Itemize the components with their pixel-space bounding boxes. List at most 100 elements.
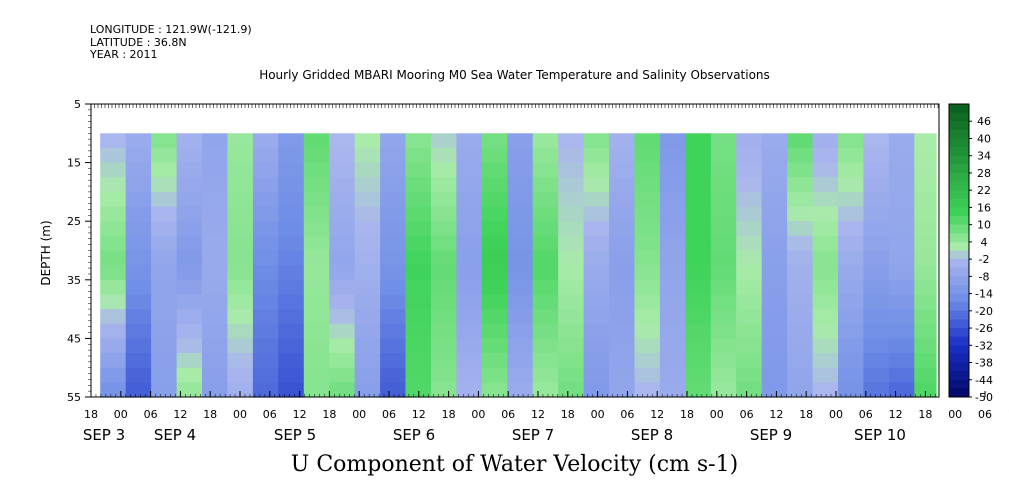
heatmap-cell	[736, 279, 763, 296]
heatmap-cell	[303, 353, 330, 369]
x-date-label: SEP 9	[750, 426, 792, 444]
heatmap-cell	[736, 353, 763, 369]
heatmap-cell	[710, 235, 737, 252]
heatmap-cell	[481, 206, 508, 222]
heatmap-cell	[151, 294, 178, 310]
heatmap-cell	[558, 323, 585, 339]
heatmap-cell	[888, 309, 915, 325]
heatmap-cell	[838, 206, 864, 222]
heatmap-cell	[659, 265, 686, 281]
heatmap-cell	[507, 221, 534, 237]
heatmap-cell	[481, 162, 508, 178]
heatmap-cell	[863, 235, 890, 252]
heatmap-cell	[303, 382, 330, 398]
heatmap-cell	[761, 353, 788, 369]
heatmap-cell	[685, 206, 712, 222]
heatmap-cell	[431, 206, 457, 222]
heatmap-cell	[659, 294, 686, 310]
heatmap-cell	[151, 309, 178, 325]
heatmap-cell	[787, 206, 814, 222]
heatmap-cell	[863, 309, 890, 325]
heatmap-cell	[202, 133, 228, 149]
heatmap-cell	[125, 353, 152, 369]
heatmap-cell	[176, 338, 203, 354]
heatmap-cell	[151, 206, 178, 222]
y-tick-label: 55	[67, 391, 81, 404]
y-tick-label: 25	[67, 215, 81, 228]
heatmap-cell	[100, 323, 127, 339]
heatmap-cell	[583, 309, 610, 325]
heatmap-cell	[507, 177, 534, 193]
heatmap-cell	[838, 235, 864, 252]
heatmap-cell	[227, 367, 254, 383]
heatmap-cell	[736, 309, 763, 325]
heatmap-cell	[380, 367, 407, 383]
colorbar-swatch	[949, 207, 969, 217]
x-tick-label: 00	[710, 408, 724, 421]
heatmap-cell	[380, 309, 407, 325]
heatmap-cell	[914, 162, 937, 178]
heatmap-cell	[303, 162, 330, 178]
heatmap-cell	[685, 294, 712, 310]
heatmap-cell	[278, 177, 305, 193]
heatmap-cell	[812, 353, 839, 369]
heatmap-cell	[532, 191, 559, 208]
heatmap-cell	[481, 221, 508, 237]
heatmap-cell	[532, 279, 559, 296]
colorbar-swatch	[949, 293, 969, 303]
heatmap-cell	[380, 162, 407, 178]
heatmap-cell	[456, 191, 483, 208]
heatmap-cell	[507, 162, 534, 178]
heatmap-cell	[252, 206, 279, 222]
x-tick-label: 00	[114, 408, 128, 421]
heatmap-cell	[176, 221, 203, 237]
heatmap-cell	[354, 235, 381, 252]
y-tick-label: 45	[67, 332, 81, 345]
heatmap-cell	[888, 250, 915, 266]
heatmap-cell	[431, 338, 457, 354]
heatmap-cell	[888, 133, 915, 149]
heatmap-cell	[812, 367, 839, 383]
heatmap-cell	[634, 177, 661, 193]
colorbar-label: 40	[977, 132, 991, 145]
heatmap-cell	[431, 133, 457, 149]
heatmap-cell	[634, 367, 661, 383]
heatmap-cell	[685, 235, 712, 252]
heatmap-cell	[659, 206, 686, 222]
heatmap-cell	[812, 338, 839, 354]
heatmap-cell	[838, 367, 864, 383]
heatmap-cell	[202, 353, 228, 369]
heatmap-cell	[176, 177, 203, 193]
heatmap-cell	[812, 206, 839, 222]
heatmap-cell	[202, 162, 228, 178]
heatmap-cell	[583, 206, 610, 222]
heatmap-cell	[227, 265, 254, 281]
colorbar-swatch	[949, 259, 969, 269]
heatmap-cell	[278, 309, 305, 325]
x-tick-label: 18	[203, 408, 217, 421]
heatmap-cell	[583, 191, 610, 208]
heatmap-cell	[888, 235, 915, 252]
heatmap-cell	[659, 279, 686, 296]
heatmap-cell	[252, 294, 279, 310]
heatmap-cell	[456, 279, 483, 296]
colorbar-swatch	[949, 224, 969, 234]
heatmap-cell	[202, 235, 228, 252]
heatmap-cell	[888, 147, 915, 164]
heatmap-cell	[863, 221, 890, 237]
heatmap-cell	[278, 133, 305, 149]
heatmap-cell	[558, 382, 585, 398]
heatmap-cell	[125, 294, 152, 310]
heatmap-cell	[405, 235, 432, 252]
x-tick-label: 18	[84, 408, 98, 421]
heatmap-cell	[456, 338, 483, 354]
heatmap-cell	[609, 206, 635, 222]
heatmap-cell	[914, 235, 937, 252]
heatmap-cell	[863, 323, 890, 339]
colorbar-swatch	[949, 198, 969, 208]
heatmap-cell	[609, 177, 635, 193]
heatmap-cell	[303, 309, 330, 325]
heatmap-cell	[456, 162, 483, 178]
heatmap-cell	[202, 265, 228, 281]
heatmap-cell	[227, 191, 254, 208]
